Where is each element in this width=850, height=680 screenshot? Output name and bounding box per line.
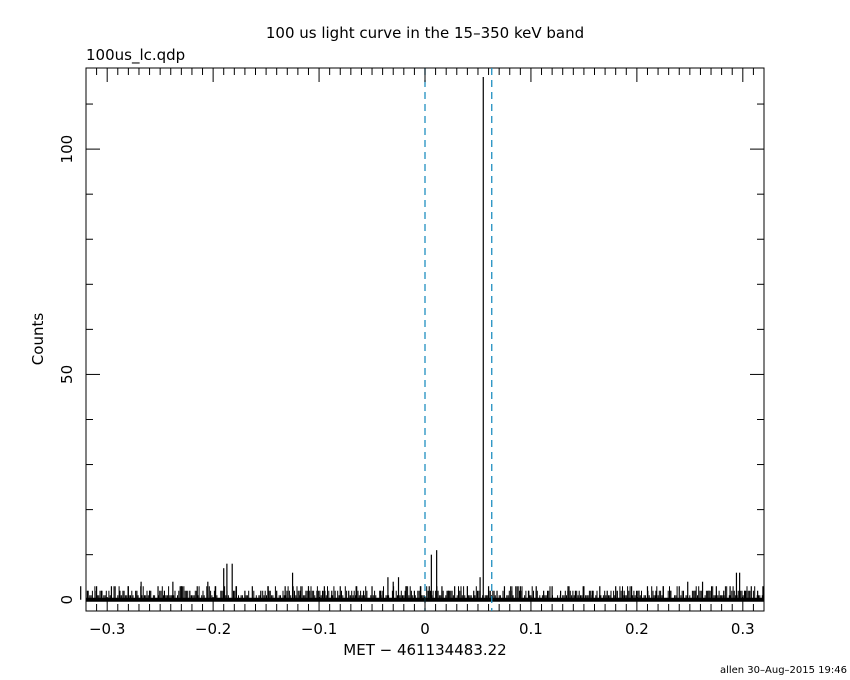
x-tick-label: −0.2 xyxy=(195,620,231,638)
file-label: 100us_lc.qdp xyxy=(86,46,185,65)
x-tick-label: 0 xyxy=(420,620,430,638)
chart-title: 100 us light curve in the 15–350 keV ban… xyxy=(266,24,584,42)
x-tick-label: −0.3 xyxy=(89,620,125,638)
marker-lines xyxy=(424,68,493,611)
y-axis-label: Counts xyxy=(29,313,47,366)
y-tick-label: 100 xyxy=(58,135,76,164)
footer-credit: allen 30–Aug–2015 19:46 xyxy=(720,665,847,676)
spike-series xyxy=(80,77,764,600)
x-tick-label: −0.1 xyxy=(301,620,337,638)
x-tick-label: 0.1 xyxy=(519,620,543,638)
axis-ticks: −0.3 −0.2 −0.1 0 0.1 0.2 0.3 0 50 100 xyxy=(58,68,765,638)
x-axis-label: MET − 461134483.22 xyxy=(343,641,506,659)
y-tick-label: 50 xyxy=(58,365,76,384)
x-tick-label: 0.3 xyxy=(731,620,755,638)
x-tick-label: 0.2 xyxy=(625,620,649,638)
y-tick-label: 0 xyxy=(58,595,76,605)
